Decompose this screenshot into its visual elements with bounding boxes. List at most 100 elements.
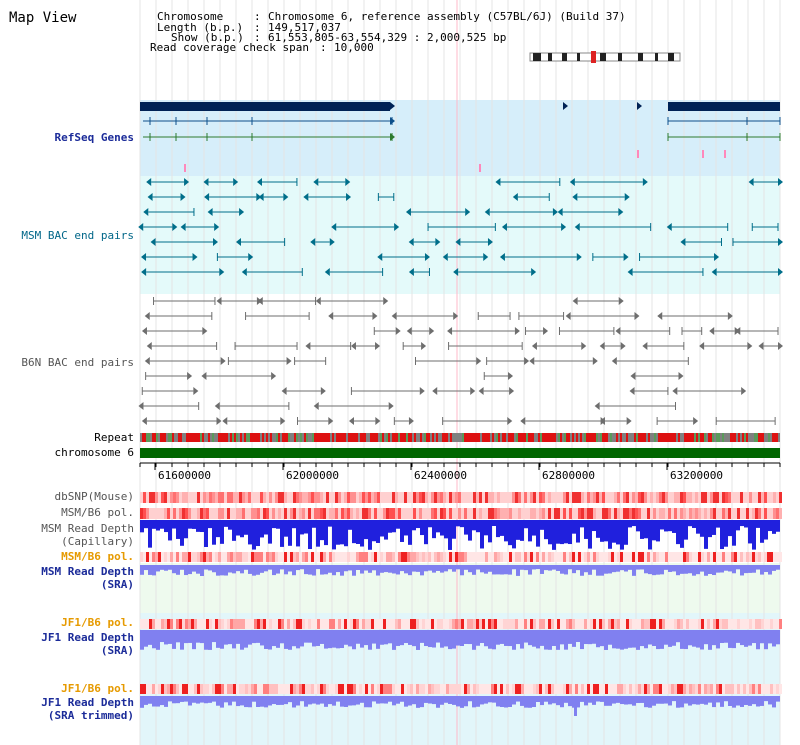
repeat-segment <box>322 433 324 442</box>
dbsnp-cell <box>392 492 395 503</box>
msm-sra-depth-bar <box>572 565 576 574</box>
track-label-refseq[interactable]: RefSeq Genes <box>54 131 134 144</box>
jf1-b6-pol-cell <box>416 619 419 629</box>
jf1-sra-trimmed-depth-bar <box>380 696 384 704</box>
dbsnp-cell <box>761 492 764 503</box>
track-label-jf1-b6-pol-trimmed[interactable]: JF1/B6 pol. <box>61 682 134 695</box>
dbsnp-cell <box>143 492 146 503</box>
msm-capillary-depth-bar <box>700 520 704 537</box>
msm-sra-depth-bar <box>468 565 472 573</box>
repeat-segment <box>406 433 408 442</box>
track-label-jf1-b6-pol[interactable]: JF1/B6 pol. <box>61 616 134 629</box>
msm-b6-pol-sra-cell <box>224 552 227 562</box>
msm-capillary-depth-bar <box>436 520 440 533</box>
track-label-msm-b6-pol-sra[interactable]: MSM/B6 pol. <box>61 550 134 563</box>
jf1-sra-trimmed-depth-bar <box>460 696 464 708</box>
msm-capillary-depth-bar <box>268 520 272 544</box>
track-label-msm-depth-cap[interactable]: MSM Read Depth <box>41 522 134 535</box>
repeat-segment <box>422 433 424 442</box>
jf1-b6-pol-trimmed-cell <box>662 684 665 694</box>
jf1-b6-pol-cell <box>584 619 587 629</box>
dbsnp-cell <box>479 492 482 503</box>
msm-b6-pol-sra-cell <box>245 552 248 562</box>
repeat-segment <box>680 433 682 442</box>
msm-bac-pair-end <box>346 193 352 201</box>
b6n-bac-pair-end <box>758 342 764 350</box>
msm-b6-pol-sra-cell <box>710 552 713 562</box>
msm-b6-pol-sra-cell <box>599 552 602 562</box>
dbsnp-cell <box>467 492 470 503</box>
msm-b6-pol-sra-cell <box>575 552 578 562</box>
msm-capillary-depth-bar <box>600 520 604 542</box>
track-label-msm-bac[interactable]: MSM BAC end pairs <box>21 229 134 242</box>
msm-b6-pol-sra-cell <box>221 552 224 562</box>
jf1-b6-pol-trimmed-cell <box>140 684 143 694</box>
jf1-sra-trimmed-depth-bar <box>764 696 768 702</box>
msm-b6-pol-sra-cell <box>689 552 692 562</box>
jf1-sra-depth-bar <box>664 630 668 645</box>
jf1-b6-pol-cell <box>722 619 725 629</box>
track-label-dbsnp[interactable]: dbSNP(Mouse) <box>54 490 134 503</box>
track-label-jf1-depth[interactable]: JF1 Read Depth <box>41 631 134 644</box>
msm-b6-pol-sra-cell <box>212 552 215 562</box>
track-label-chromosome[interactable]: chromosome 6 <box>54 446 134 459</box>
repeat-segment <box>426 433 428 442</box>
jf1-sra-trimmed-depth-bar <box>364 696 368 708</box>
msm-sra-depth-bar <box>460 565 464 576</box>
b6n-bac-pair-end <box>529 357 535 365</box>
dbsnp-cell <box>308 492 311 503</box>
b6n-bac-pair-end <box>271 372 277 380</box>
jf1-b6-pol-trimmed-cell <box>686 684 689 694</box>
msm-b6-pol-sra-cell <box>695 552 698 562</box>
track-label-repeat[interactable]: Repeat <box>94 431 134 444</box>
repeat-segment <box>592 433 594 442</box>
repeat-segment <box>548 433 550 442</box>
jf1-sra-trimmed-depth-bar <box>664 696 668 704</box>
repeat-segment <box>448 433 450 442</box>
msm-capillary-depth-bar <box>396 520 400 529</box>
jf1-sra-depth-bar <box>704 630 708 645</box>
msm-b6-pol-sra-cell <box>428 552 431 562</box>
msm-b6-pol-sra-cell <box>344 552 347 562</box>
msm-b6-pol-cell <box>452 508 455 519</box>
jf1-sra-trimmed-depth-bar <box>244 696 248 708</box>
msm-bac-pair-end <box>310 238 316 246</box>
jf1-sra-trimmed-depth-bar <box>536 696 540 702</box>
jf1-sra-trimmed-depth-bar <box>432 696 436 705</box>
coverage-sep: : <box>320 41 327 54</box>
msm-b6-pol-cell <box>182 508 185 519</box>
jf1-sra-trimmed-depth-bar <box>500 696 504 708</box>
jf1-b6-pol-trimmed-cell <box>746 684 749 694</box>
b6n-bac-pair-end <box>320 387 326 395</box>
msm-b6-pol-cell <box>692 508 695 519</box>
track-label-jf1-depth-trimmed[interactable]: JF1 Read Depth <box>41 696 134 709</box>
jf1-b6-pol-cell <box>428 619 431 629</box>
msm-bac-pair-end <box>501 223 507 231</box>
jf1-b6-pol-trimmed-cell <box>452 684 455 694</box>
msm-capillary-depth-bar <box>484 520 488 536</box>
msm-sra-depth-bar <box>200 565 204 576</box>
jf1-b6-pol-cell <box>362 619 365 629</box>
track-label-msm-depth-sra[interactable]: MSM Read Depth <box>41 565 134 578</box>
track-label-b6n-bac[interactable]: B6N BAC end pairs <box>21 356 134 369</box>
jf1-sra-depth-bar <box>364 630 368 646</box>
msm-b6-pol-cell <box>410 508 413 519</box>
track-label-msm-b6-pol[interactable]: MSM/B6 pol. <box>61 506 134 519</box>
jf1-b6-pol-cell <box>239 619 242 629</box>
jf1-b6-pol-cell <box>632 619 635 629</box>
msm-capillary-depth-bar <box>732 520 736 546</box>
jf1-sra-depth-bar <box>380 630 384 645</box>
jf1-b6-pol-trimmed-cell <box>464 684 467 694</box>
jf1-b6-pol-trimmed-cell <box>317 684 320 694</box>
jf1-sra-depth-bar <box>452 630 456 649</box>
msm-b6-pol-sra-cell <box>677 552 680 562</box>
msm-b6-pol-cell <box>404 508 407 519</box>
msm-b6-pol-cell <box>281 508 284 519</box>
msm-b6-pol-sra-cell <box>551 552 554 562</box>
msm-b6-pol-cell <box>143 508 146 519</box>
msm-b6-pol-cell <box>494 508 497 519</box>
dbsnp-cell <box>482 492 485 503</box>
repeat-segment <box>550 433 552 442</box>
repeat-segment <box>756 433 758 442</box>
